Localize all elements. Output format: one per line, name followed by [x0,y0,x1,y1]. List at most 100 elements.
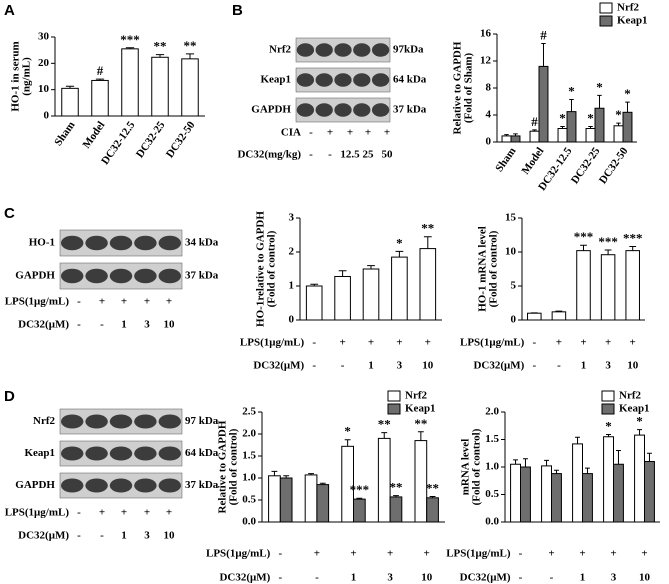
blot-size-label: 37 kDa [185,270,219,282]
blot-band [371,73,390,87]
legend-swatch [599,15,613,27]
significance-label: # [97,63,104,78]
blot-band [109,414,133,429]
x-row-value: + [424,548,430,560]
y-tick-label: 1.5 [242,450,256,462]
blot-row-label: GAPDH [15,270,55,282]
condition-value: + [121,507,127,519]
significance-label: *** [623,231,643,246]
bar [353,498,366,523]
x-row-value: + [368,337,374,349]
significance-label: ** [389,480,402,495]
y-axis-label: (Fold of control) [228,428,240,505]
condition-value: 10 [164,319,176,331]
condition-value: 1 [121,319,127,331]
error-bar [615,450,621,465]
significance-label: * [587,110,594,125]
blot-band [353,103,371,117]
error-bar [95,78,105,81]
bar [362,268,380,321]
y-axis-label: (Fold of control) [266,230,278,307]
bar [551,311,567,321]
x-row-value: - [550,572,554,584]
blot-band [60,478,84,493]
significance-label: ** [421,221,434,236]
condition-value: 50 [382,149,394,161]
bar [181,58,199,117]
bar [391,256,408,321]
bar [316,484,330,523]
x-row-label: DC32(μM) [219,572,270,584]
blot-band [371,103,390,117]
x-tick-label: Sham [493,145,518,174]
x-tick-label: Sham [52,119,77,148]
blot-size-label: 97kDa [393,44,424,56]
blot-band [334,43,352,57]
significance-label: *** [120,32,140,47]
x-row-value: 3 [397,360,403,372]
x-tick-label: DC32-25 [134,119,168,160]
x-row-value: 10 [627,360,639,372]
significance-label: *** [598,234,618,249]
bar [566,111,577,143]
error-bar [185,53,195,59]
significance-label: * [615,107,622,122]
x-row-value: 3 [611,572,617,584]
y-tick-label: 2 [289,246,295,258]
condition-label: LPS(1μg/mL) [5,296,70,308]
error-bar [541,42,546,67]
y-tick-label: 1 [289,280,295,292]
y-tick-label: 0 [486,136,492,148]
legend-swatch [601,390,615,402]
error-bar [310,283,319,286]
bar [576,250,591,321]
error-bar [283,475,290,478]
error-bar [504,134,509,136]
error-bar [513,133,518,136]
bar [414,440,428,523]
blot-row-label: Nrf2 [269,44,291,56]
y-axis-label: (ng/mL) [21,57,33,96]
blot-band [296,103,315,117]
y-tick-label: 3 [289,212,295,224]
significance-label: *** [350,482,370,497]
bar [426,497,439,523]
blot-size-label: 37 kDa [393,104,427,116]
error-bar [629,246,637,251]
bar [613,463,624,523]
x-row-label: LPS(1μg/mL) [446,548,511,560]
condition-value: - [100,530,104,542]
blot-row-label: Nrf2 [33,415,55,427]
y-tick-label: 30 [38,31,50,43]
condition-value: - [77,319,81,331]
x-row-value: - [278,548,282,560]
x-row-value: + [605,337,611,349]
x-row-value: - [557,360,561,372]
x-row-value: 10 [422,360,434,372]
blot-band [60,446,84,461]
error-bar [319,482,326,485]
x-tick-label: Model [520,145,547,176]
condition-value: - [309,149,313,161]
x-row-value: 1 [581,360,587,372]
condition-value: - [77,530,81,542]
x-row-value: + [630,337,636,349]
error-bar [646,452,652,462]
error-bar [356,497,363,500]
y-tick-label: 1.5 [485,433,499,445]
error-bar [606,434,612,437]
x-tick-label: Model [81,119,108,150]
significance-label: *** [574,229,594,244]
x-row-value: + [387,548,393,560]
x-row-value: - [315,572,319,584]
y-tick-label: 2.0 [485,406,499,418]
bar [334,275,351,321]
error-bar [522,458,528,467]
x-row-value: + [641,548,647,560]
condition-label: DC32(mg/kg) [237,149,301,161]
bar [582,473,593,523]
x-row-value: - [519,548,523,560]
error-bar [625,101,630,113]
x-row-label: DC32(μM) [473,360,524,372]
bar [557,128,568,143]
